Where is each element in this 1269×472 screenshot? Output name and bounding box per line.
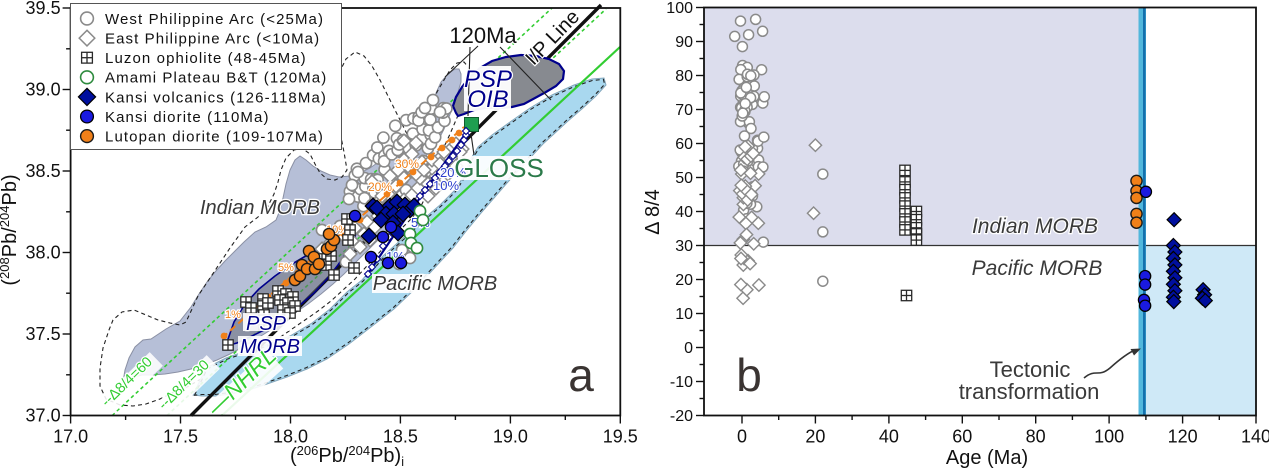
svg-text:1%: 1% xyxy=(225,309,241,321)
svg-text:38.0: 38.0 xyxy=(26,243,61,263)
svg-text:0: 0 xyxy=(737,427,747,447)
svg-text:East Philippine Arc (<10Ma): East Philippine Arc (<10Ma) xyxy=(105,31,320,48)
svg-text:30: 30 xyxy=(675,238,693,255)
svg-text:OIB: OIB xyxy=(467,86,508,113)
svg-text:-10: -10 xyxy=(670,374,693,391)
svg-text:-20: -20 xyxy=(670,408,693,425)
svg-text:West Philippine Arc (<25Ma): West Philippine Arc (<25Ma) xyxy=(105,11,324,28)
svg-text:20%: 20% xyxy=(368,180,392,194)
svg-text:10%: 10% xyxy=(433,178,459,193)
svg-text:Tectonic: Tectonic xyxy=(990,357,1071,382)
svg-text:120Ma: 120Ma xyxy=(449,23,517,48)
svg-text:37.0: 37.0 xyxy=(26,406,61,426)
svg-text:PSP: PSP xyxy=(464,66,512,93)
svg-text:18.5: 18.5 xyxy=(383,427,418,447)
svg-text:20: 20 xyxy=(675,272,693,289)
svg-text:Indian MORB: Indian MORB xyxy=(972,215,1098,238)
svg-text:60: 60 xyxy=(675,136,693,153)
svg-text:30%: 30% xyxy=(395,157,419,171)
svg-text:Pacific MORB: Pacific MORB xyxy=(972,257,1103,280)
svg-text:Amami Plateau B&T (120Ma): Amami Plateau B&T (120Ma) xyxy=(105,70,327,87)
svg-text:120: 120 xyxy=(1168,427,1198,447)
svg-text:17.5: 17.5 xyxy=(163,427,198,447)
svg-text:38.5: 38.5 xyxy=(26,161,61,181)
svg-text:Pacific MORB: Pacific MORB xyxy=(373,273,497,295)
svg-text:Age (Ma): Age (Ma) xyxy=(946,447,1028,469)
svg-text:140: 140 xyxy=(1241,427,1269,447)
svg-text:GLOSS: GLOSS xyxy=(454,153,544,183)
svg-text:b: b xyxy=(736,349,762,401)
svg-text:Luzon ophiolite (48-45Ma): Luzon ophiolite (48-45Ma) xyxy=(105,50,307,67)
svg-text:19.5: 19.5 xyxy=(603,427,638,447)
svg-text:39.5: 39.5 xyxy=(26,0,61,18)
svg-text:100: 100 xyxy=(666,0,693,17)
svg-text:Indian MORB: Indian MORB xyxy=(200,197,320,219)
svg-text:20: 20 xyxy=(805,427,825,447)
svg-text:100: 100 xyxy=(1094,427,1124,447)
svg-text:a: a xyxy=(568,349,594,401)
svg-text:Kansi volcanics (126-118Ma): Kansi volcanics (126-118Ma) xyxy=(105,89,327,106)
svg-text:20%: 20% xyxy=(440,165,466,180)
svg-text:10: 10 xyxy=(675,306,693,323)
svg-text:18.0: 18.0 xyxy=(273,427,308,447)
svg-text:90: 90 xyxy=(675,34,693,51)
svg-text:80: 80 xyxy=(675,68,693,85)
svg-text:40: 40 xyxy=(675,204,693,221)
svg-text:39.0: 39.0 xyxy=(26,80,61,100)
svg-text:(208Pb/204Pb): (208Pb/204Pb) xyxy=(0,174,21,285)
svg-text:Lutopan diorite (109-107Ma): Lutopan diorite (109-107Ma) xyxy=(105,129,324,146)
svg-text:60: 60 xyxy=(952,427,972,447)
svg-text:MORB: MORB xyxy=(240,336,300,358)
svg-text:37.5: 37.5 xyxy=(26,324,61,344)
svg-text:Kansi diorite (110Ma): Kansi diorite (110Ma) xyxy=(105,109,270,126)
svg-text:Δ 8/4: Δ 8/4 xyxy=(642,189,664,235)
svg-text:0: 0 xyxy=(684,340,693,357)
svg-text:transformation: transformation xyxy=(959,379,1100,404)
svg-text:50: 50 xyxy=(675,170,693,187)
svg-text:PSP: PSP xyxy=(246,313,287,335)
svg-text:17.0: 17.0 xyxy=(53,427,88,447)
svg-text:19.0: 19.0 xyxy=(493,427,528,447)
svg-text:70: 70 xyxy=(675,102,693,119)
svg-text:80: 80 xyxy=(1026,427,1046,447)
svg-text:40: 40 xyxy=(879,427,899,447)
svg-text:5%: 5% xyxy=(278,262,294,274)
